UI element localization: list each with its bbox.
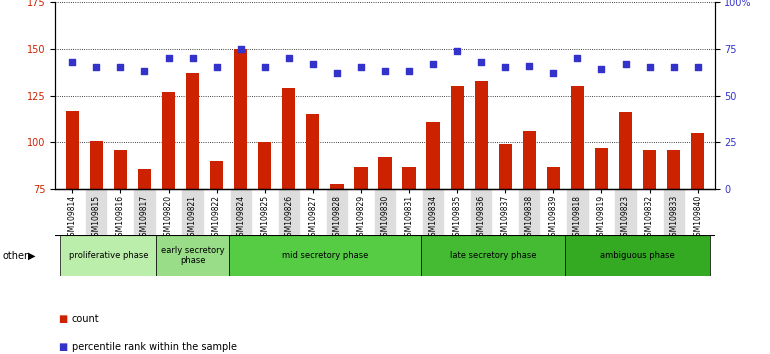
Point (499, 64, 511, 70)
Point (139, 68, 151, 74)
Bar (114, 150, 127, 330)
Point (523, 63, 535, 68)
Bar (427, 122, 440, 330)
Bar (282, 88, 296, 330)
Text: ambiguous phase: ambiguous phase (600, 251, 675, 260)
Point (379, 68, 391, 74)
Point (162, 55, 175, 61)
Text: count: count (72, 314, 99, 324)
Text: mid secretory phase: mid secretory phase (282, 251, 368, 260)
Bar (523, 131, 536, 330)
Bar (565, 235, 710, 276)
Bar (474, 81, 488, 330)
Point (210, 64, 223, 70)
Bar (499, 144, 512, 330)
Text: ■: ■ (58, 342, 67, 352)
Bar (691, 133, 705, 330)
Bar (667, 150, 680, 330)
Text: proliferative phase: proliferative phase (69, 251, 148, 260)
Point (306, 61, 319, 67)
Bar (619, 113, 632, 330)
Point (427, 61, 439, 67)
Point (114, 64, 126, 70)
Text: late secretory phase: late secretory phase (450, 251, 537, 260)
Bar (571, 86, 584, 330)
Bar (450, 86, 464, 330)
Bar (162, 92, 175, 330)
Bar (421, 235, 565, 276)
Point (186, 55, 199, 61)
Text: other: other (2, 251, 28, 261)
Point (571, 55, 584, 61)
Point (619, 61, 631, 67)
Bar (210, 161, 223, 330)
Bar (378, 158, 392, 330)
Point (547, 70, 560, 76)
Bar (547, 167, 560, 330)
Bar (234, 48, 247, 330)
Text: ■: ■ (58, 314, 67, 324)
Bar (595, 148, 608, 330)
Text: percentile rank within the sample: percentile rank within the sample (72, 342, 236, 352)
Point (668, 64, 680, 70)
Point (66, 59, 79, 65)
Point (355, 64, 367, 70)
Point (283, 55, 295, 61)
Point (331, 70, 343, 76)
Bar (186, 73, 199, 330)
Bar (156, 235, 229, 276)
Bar (90, 141, 103, 330)
Bar (643, 150, 656, 330)
Point (644, 64, 656, 70)
Bar (65, 110, 79, 330)
Point (235, 46, 247, 51)
Point (403, 68, 415, 74)
Bar (330, 184, 343, 330)
Point (595, 67, 608, 72)
Point (451, 48, 464, 53)
Point (259, 64, 271, 70)
Text: ▶: ▶ (28, 251, 35, 261)
Bar (60, 235, 156, 276)
Point (90, 64, 102, 70)
Bar (403, 167, 416, 330)
Point (475, 59, 487, 65)
Bar (306, 114, 320, 330)
Bar (138, 169, 151, 330)
Point (691, 64, 704, 70)
Bar (354, 167, 367, 330)
Text: early secretory
phase: early secretory phase (161, 246, 224, 266)
Bar (258, 142, 271, 330)
Bar (229, 235, 421, 276)
